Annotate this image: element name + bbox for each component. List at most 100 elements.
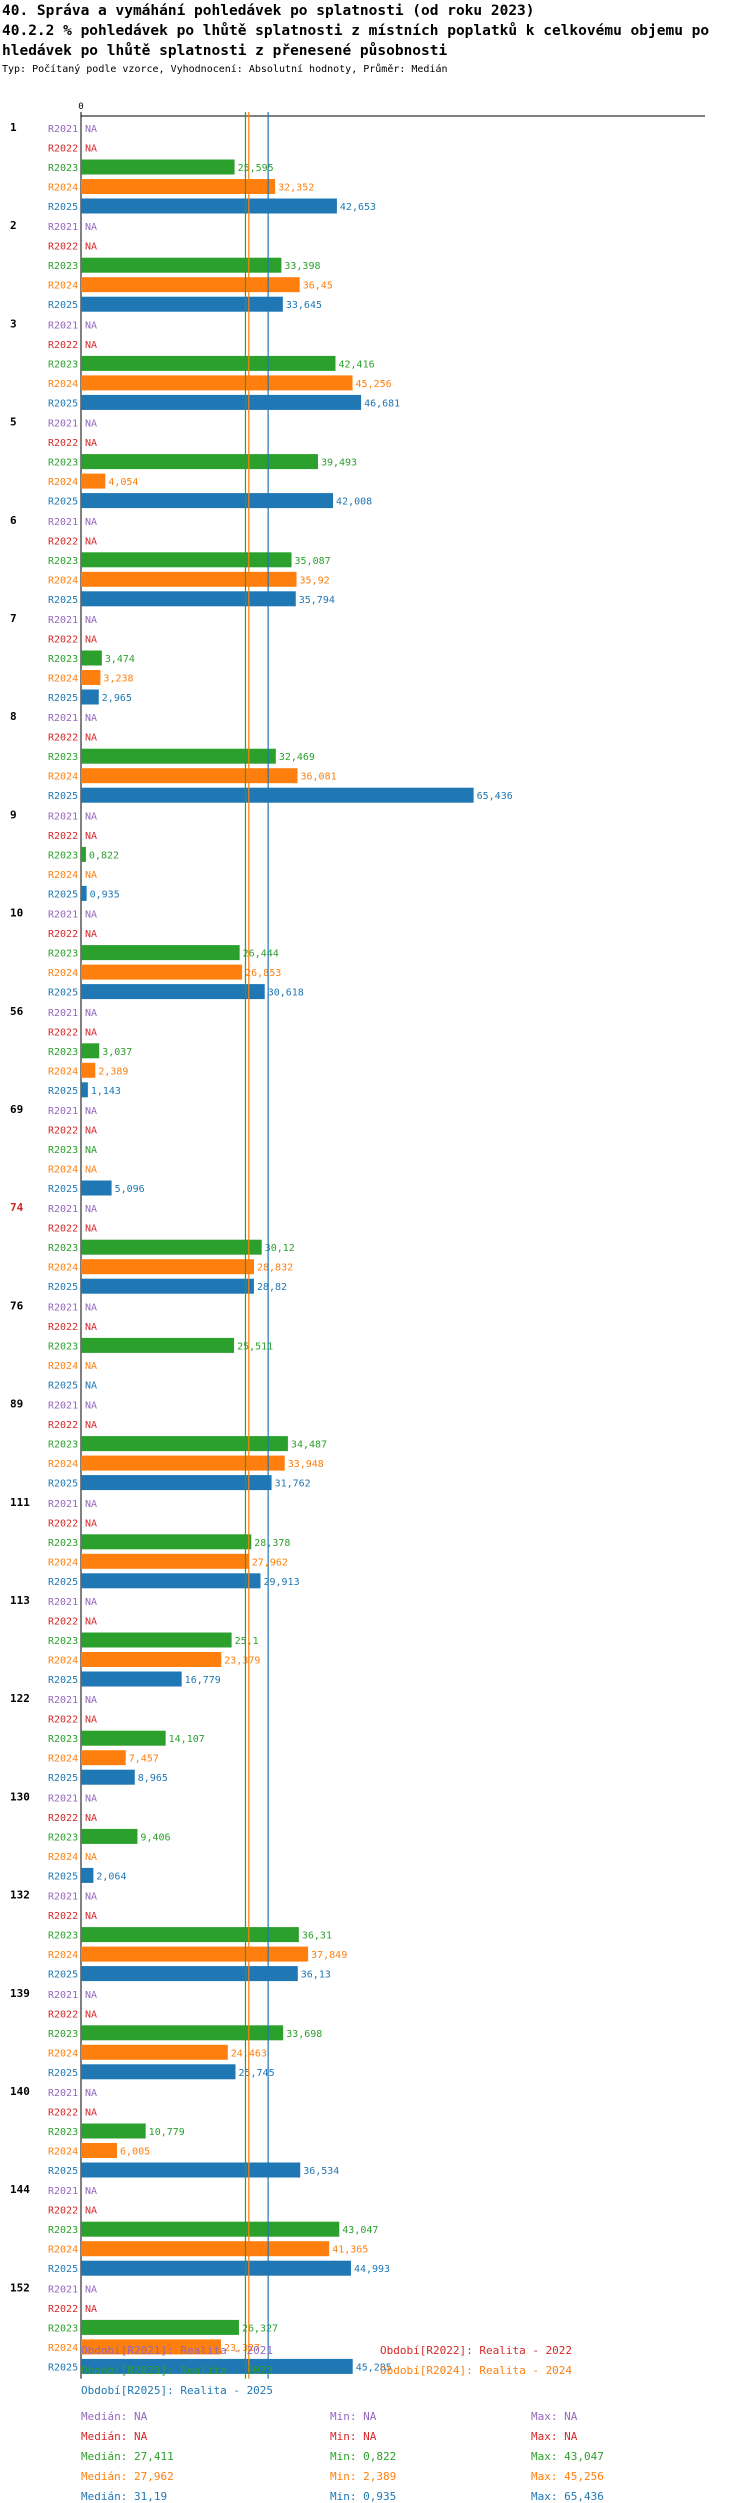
series-label-r2024: R2024: [48, 281, 78, 292]
bar-r2024: [81, 473, 106, 489]
data-label: NA: [85, 1695, 97, 1706]
bar-r2025: [81, 2064, 236, 2080]
data-label: 36,534: [303, 2166, 339, 2177]
bar-r2023: [81, 1534, 252, 1550]
stat-min-r2024: Min: 2,389: [330, 2470, 397, 2483]
bar-r2023: [81, 1337, 235, 1353]
series-label-r2023: R2023: [48, 850, 78, 861]
bar-r2023: [81, 1239, 262, 1255]
series-label-r2021: R2021: [48, 320, 78, 331]
series-label-r2025: R2025: [48, 693, 78, 704]
bar-r2024: [81, 2339, 221, 2355]
data-label: NA: [85, 1518, 97, 1529]
bar-r2023: [81, 1828, 138, 1844]
bar-r2023: [81, 846, 86, 862]
series-label-r2024: R2024: [48, 2048, 78, 2059]
series-label-r2022: R2022: [48, 340, 78, 351]
data-label: 6,005: [120, 2147, 150, 2158]
group-label: 69: [10, 1103, 23, 1116]
group-label: 8: [10, 710, 17, 723]
data-label: NA: [85, 2206, 97, 2217]
series-label-r2022: R2022: [48, 438, 78, 449]
data-label: NA: [85, 1617, 97, 1628]
series-label-r2024: R2024: [48, 1361, 78, 1372]
data-label: 7,457: [129, 1754, 159, 1765]
data-label: NA: [85, 2108, 97, 2119]
data-label: 8,965: [138, 1773, 168, 1784]
bar-r2025: [81, 296, 283, 312]
series-label-r2021: R2021: [48, 1499, 78, 1510]
series-label-r2022: R2022: [48, 2206, 78, 2217]
bar-r2024: [81, 2241, 330, 2257]
series-label-r2022: R2022: [48, 1322, 78, 1333]
data-label: NA: [85, 2009, 97, 2020]
data-label: NA: [85, 536, 97, 547]
data-label: 26,853: [245, 968, 281, 979]
data-label: NA: [85, 870, 97, 881]
series-label-r2023: R2023: [48, 949, 78, 960]
series-label-r2024: R2024: [48, 2245, 78, 2256]
group-label: 89: [10, 1398, 23, 1411]
data-label: 35,794: [299, 595, 335, 606]
group-label: 7: [10, 612, 17, 625]
data-label: 33,398: [284, 261, 320, 272]
bar-r2023: [81, 257, 282, 273]
series-label-r2021: R2021: [48, 811, 78, 822]
group-label: 1: [10, 121, 17, 134]
stat-median-r2024: Medián: 27,962: [81, 2470, 174, 2483]
series-label-r2022: R2022: [48, 1911, 78, 1922]
series-label-r2025: R2025: [48, 1773, 78, 1784]
data-label: 23,379: [224, 1656, 260, 1667]
bar-r2023: [81, 552, 292, 568]
data-label: 36,13: [301, 1970, 331, 1981]
series-label-r2022: R2022: [48, 2009, 78, 2020]
legend-item-r2024: Období[R2024]: Realita - 2024: [380, 2364, 573, 2377]
data-label: NA: [85, 1813, 97, 1824]
data-label: 34,487: [291, 1440, 327, 1451]
series-label-r2022: R2022: [48, 144, 78, 155]
bar-r2025: [81, 2260, 351, 2276]
series-label-r2023: R2023: [48, 2029, 78, 2040]
series-label-r2025: R2025: [48, 300, 78, 311]
series-label-r2023: R2023: [48, 2323, 78, 2334]
group-label: 56: [10, 1005, 24, 1018]
data-label: NA: [85, 910, 97, 921]
series-label-r2024: R2024: [48, 772, 78, 783]
data-label: 26,444: [243, 949, 279, 960]
data-label: NA: [85, 517, 97, 528]
data-label: 3,474: [105, 654, 135, 665]
data-label: NA: [85, 1499, 97, 1510]
bar-r2023: [81, 2221, 340, 2237]
chart-subtitle-line2: hledávek po lhůtě splatnosti z přenesené…: [2, 43, 448, 59]
bar-r2025: [81, 1867, 94, 1883]
data-label: 42,653: [340, 202, 376, 213]
data-label: 14,107: [169, 1734, 205, 1745]
bar-r2025: [81, 591, 296, 607]
stat-max-r2022: Max: NA: [531, 2430, 578, 2443]
series-label-r2021: R2021: [48, 910, 78, 921]
data-label: 10,779: [149, 2127, 185, 2138]
series-label-r2023: R2023: [48, 1145, 78, 1156]
data-label: NA: [85, 419, 97, 430]
bar-r2023: [81, 355, 336, 371]
bar-r2024: [81, 179, 276, 194]
data-label: 29,913: [263, 1577, 299, 1588]
data-label: NA: [85, 1990, 97, 2001]
series-label-r2022: R2022: [48, 1617, 78, 1628]
series-label-r2023: R2023: [48, 654, 78, 665]
group-label: 3: [10, 317, 17, 330]
series-label-r2021: R2021: [48, 222, 78, 233]
series-label-r2021: R2021: [48, 1302, 78, 1313]
data-label: NA: [85, 2088, 97, 2099]
series-label-r2024: R2024: [48, 1950, 78, 1961]
data-label: 37,849: [311, 1950, 347, 1961]
series-label-r2021: R2021: [48, 517, 78, 528]
series-label-r2025: R2025: [48, 889, 78, 900]
series-label-r2025: R2025: [48, 398, 78, 409]
bar-r2025: [81, 1082, 88, 1098]
data-label: NA: [85, 1204, 97, 1215]
stat-median-r2023: Medián: 27,411: [81, 2450, 174, 2463]
data-label: 44,993: [354, 2264, 390, 2275]
data-label: NA: [85, 1224, 97, 1235]
series-label-r2025: R2025: [48, 2362, 78, 2373]
